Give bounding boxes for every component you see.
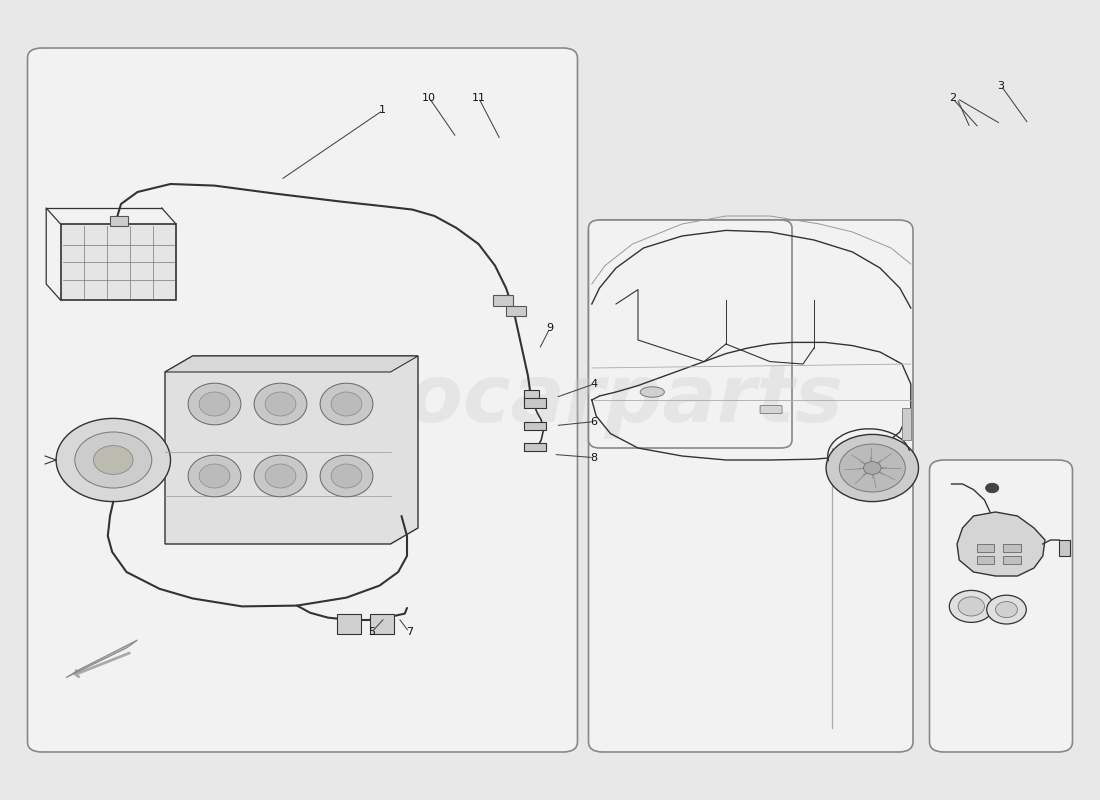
FancyBboxPatch shape — [930, 460, 1072, 752]
Circle shape — [839, 444, 905, 492]
FancyBboxPatch shape — [370, 614, 394, 634]
Text: 10: 10 — [422, 93, 436, 102]
Text: 9: 9 — [547, 323, 553, 333]
Circle shape — [75, 432, 152, 488]
Polygon shape — [66, 640, 138, 678]
Bar — [506, 306, 526, 316]
FancyBboxPatch shape — [524, 422, 546, 430]
Ellipse shape — [320, 383, 373, 425]
FancyBboxPatch shape — [977, 556, 994, 564]
Text: 5: 5 — [368, 627, 375, 637]
Ellipse shape — [265, 392, 296, 416]
Text: 8: 8 — [591, 453, 597, 462]
Text: 1: 1 — [379, 106, 386, 115]
Bar — [110, 216, 128, 226]
Text: 4: 4 — [591, 379, 597, 389]
FancyBboxPatch shape — [588, 220, 913, 752]
Ellipse shape — [188, 383, 241, 425]
Ellipse shape — [640, 387, 664, 397]
Ellipse shape — [320, 455, 373, 497]
Circle shape — [94, 446, 133, 474]
FancyBboxPatch shape — [588, 220, 792, 448]
FancyBboxPatch shape — [1059, 540, 1070, 556]
Polygon shape — [957, 512, 1045, 576]
FancyBboxPatch shape — [524, 398, 546, 408]
Ellipse shape — [265, 464, 296, 488]
Text: 3: 3 — [998, 81, 1004, 90]
Ellipse shape — [331, 392, 362, 416]
FancyBboxPatch shape — [760, 406, 782, 414]
Bar — [524, 390, 539, 405]
FancyBboxPatch shape — [1003, 544, 1021, 552]
Bar — [493, 295, 513, 306]
FancyBboxPatch shape — [524, 443, 546, 451]
Circle shape — [986, 483, 999, 493]
Ellipse shape — [188, 455, 241, 497]
Polygon shape — [165, 356, 418, 372]
Circle shape — [56, 418, 170, 502]
Text: 11: 11 — [472, 93, 485, 102]
Ellipse shape — [254, 455, 307, 497]
Bar — [902, 408, 911, 440]
Circle shape — [958, 597, 984, 616]
Text: 7: 7 — [406, 627, 412, 637]
Polygon shape — [165, 356, 418, 544]
Ellipse shape — [199, 464, 230, 488]
Circle shape — [996, 602, 1018, 618]
Ellipse shape — [199, 392, 230, 416]
Circle shape — [949, 590, 993, 622]
Ellipse shape — [254, 383, 307, 425]
Circle shape — [864, 462, 881, 474]
Circle shape — [826, 434, 918, 502]
Text: 2: 2 — [949, 94, 956, 103]
Circle shape — [987, 595, 1026, 624]
FancyBboxPatch shape — [1003, 556, 1021, 564]
Text: 6: 6 — [591, 417, 597, 426]
Ellipse shape — [331, 464, 362, 488]
FancyBboxPatch shape — [60, 224, 176, 300]
FancyBboxPatch shape — [337, 614, 361, 634]
Text: eurocarparts: eurocarparts — [256, 361, 844, 439]
FancyBboxPatch shape — [28, 48, 578, 752]
FancyBboxPatch shape — [977, 544, 994, 552]
